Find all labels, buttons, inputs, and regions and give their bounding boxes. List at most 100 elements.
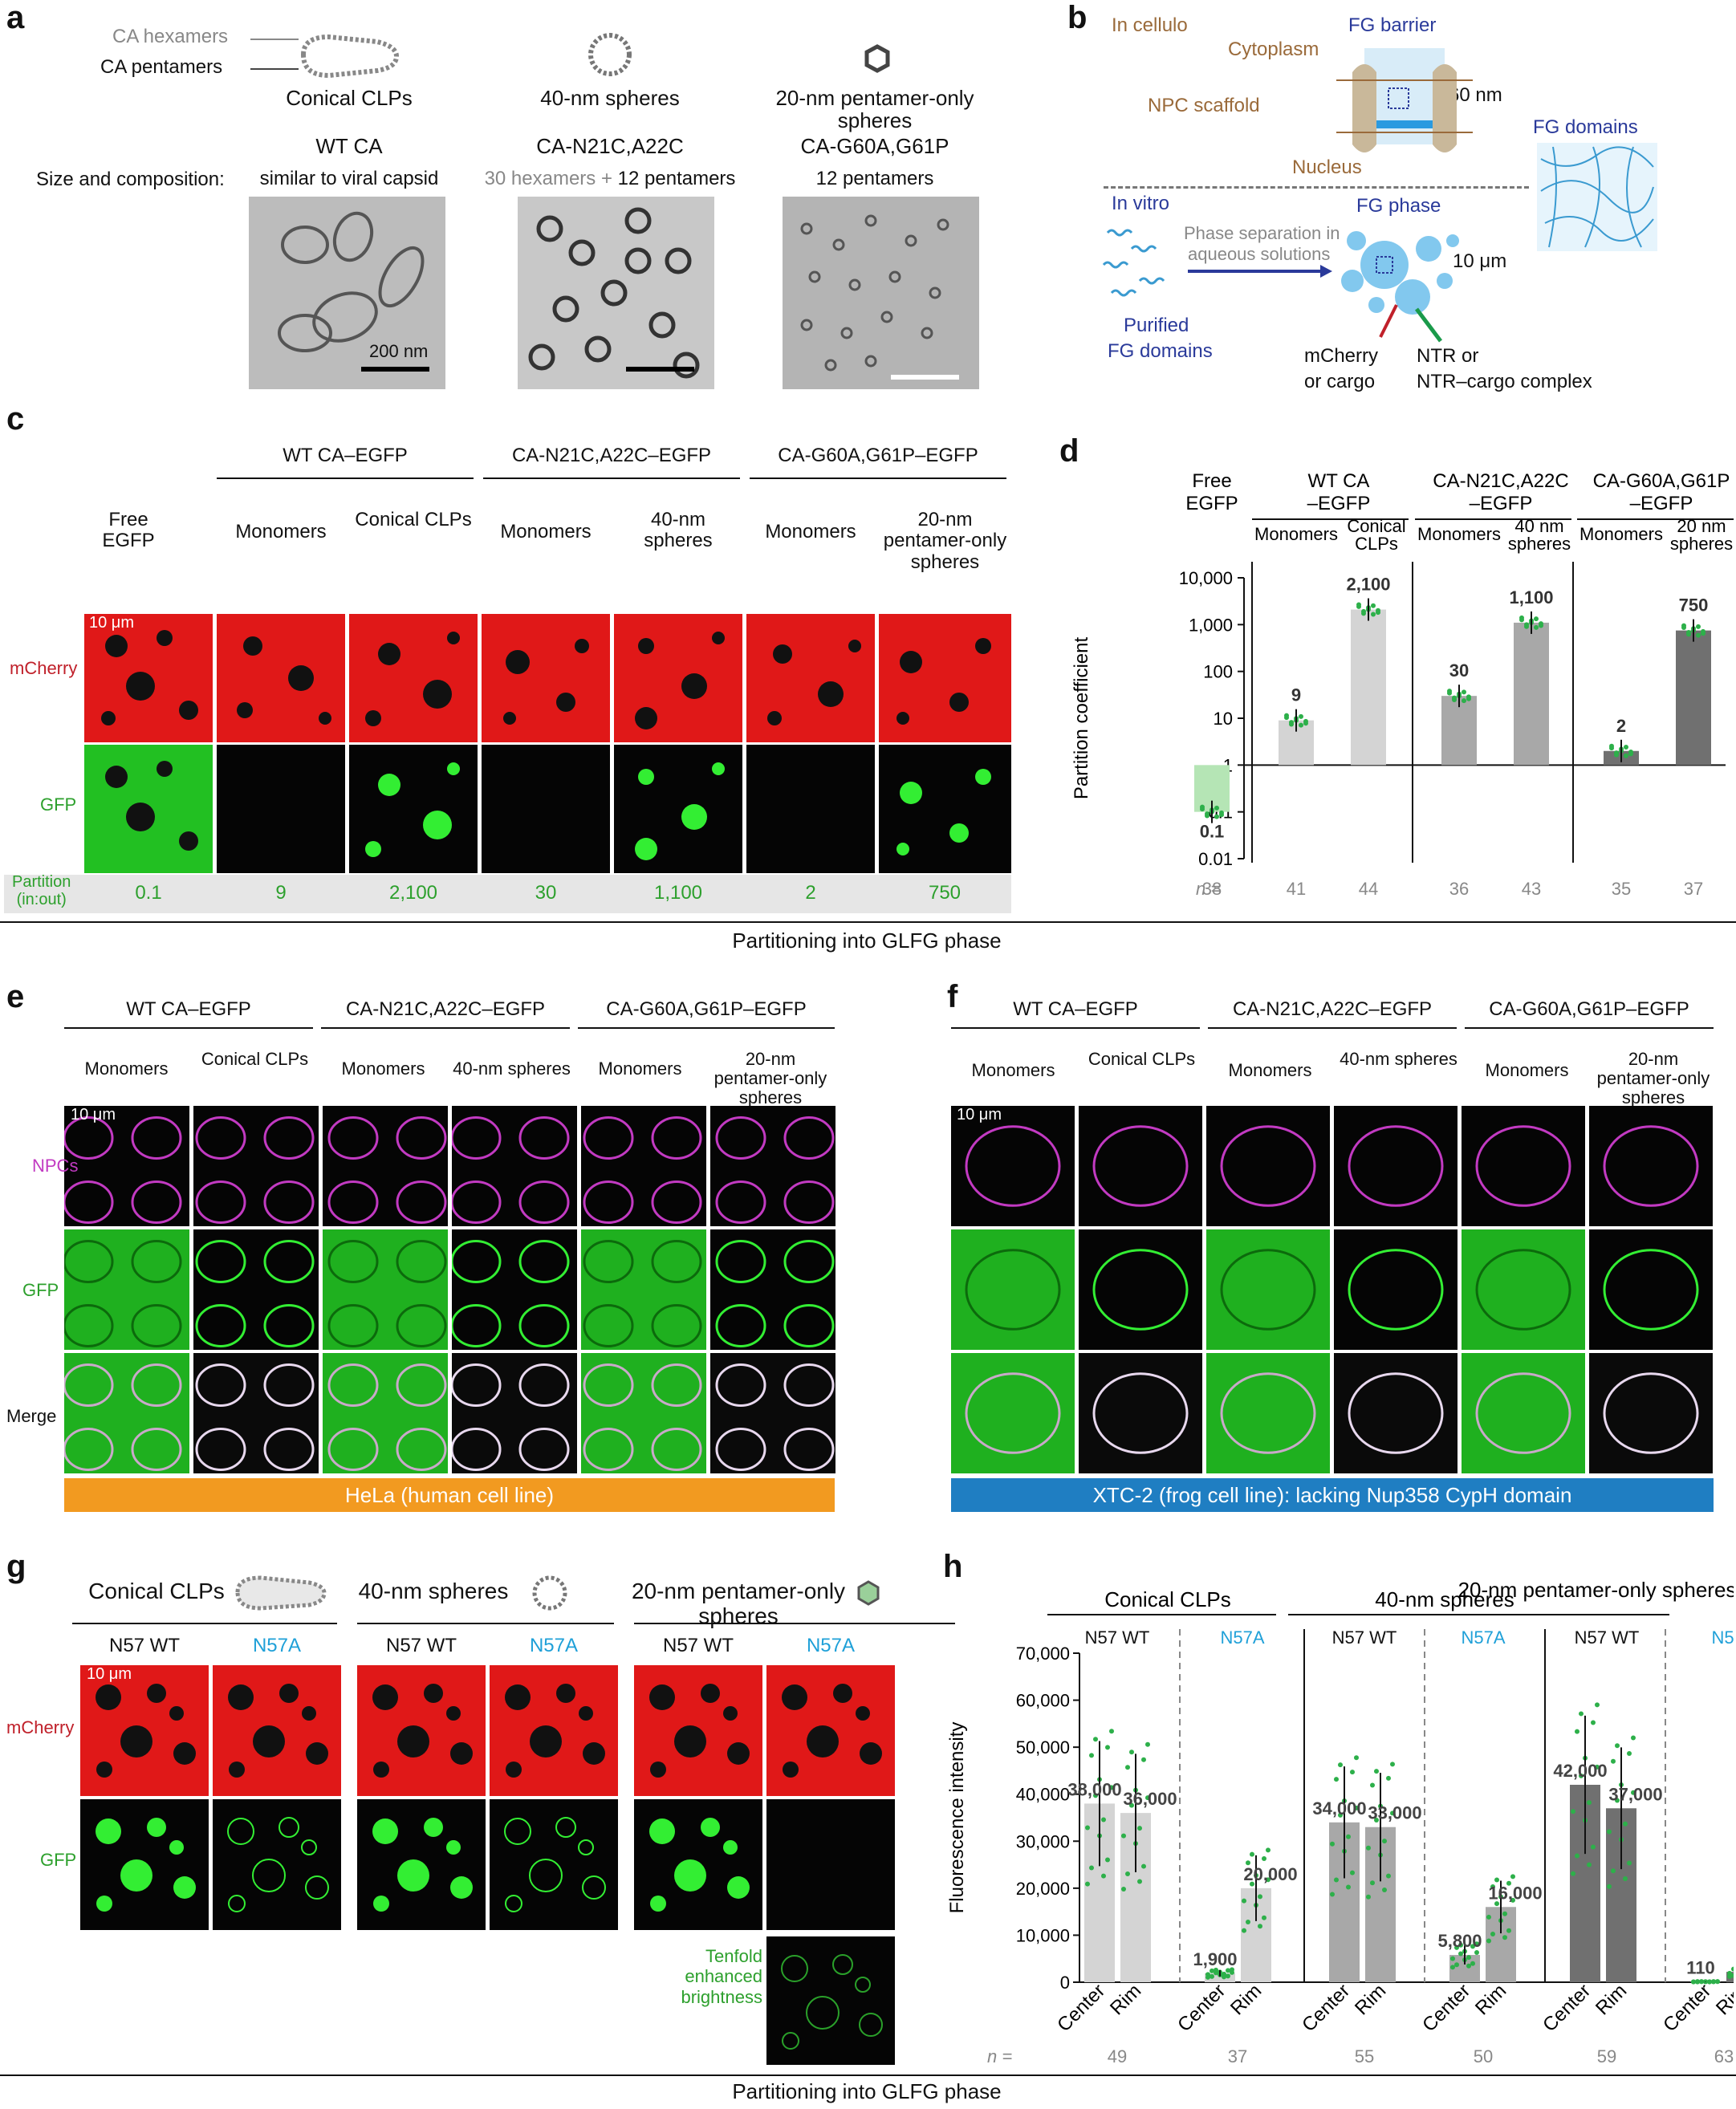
h-point bbox=[1226, 1968, 1230, 1973]
h-y-tick-label: 10,000 bbox=[1016, 1925, 1070, 1945]
d-point bbox=[1462, 698, 1466, 704]
spheres-40-title: 40-nm spheres bbox=[540, 86, 680, 110]
h-point bbox=[1510, 1874, 1515, 1879]
micrograph-cell bbox=[193, 1229, 319, 1350]
wt-desc: similar to viral capsid bbox=[259, 168, 439, 189]
h-point bbox=[1246, 1920, 1250, 1925]
e-col-0: Monomers bbox=[84, 1059, 169, 1079]
panel-label-g: g bbox=[6, 1549, 26, 1584]
h-point bbox=[1382, 1839, 1387, 1844]
fg-droplets bbox=[1341, 231, 1459, 315]
micrograph-cell bbox=[1206, 1353, 1330, 1473]
h-point bbox=[1334, 1777, 1339, 1782]
g-group-2: 20-nm pentamer-only spheres bbox=[631, 1579, 846, 1628]
d-group-header-2: –EGFP bbox=[1470, 493, 1533, 514]
h-point bbox=[1386, 1873, 1391, 1879]
micrograph-cell bbox=[323, 1353, 448, 1473]
micrograph-cell bbox=[63, 1353, 189, 1473]
cytoplasm-label: Cytoplasm bbox=[1228, 39, 1319, 60]
ntr-1: NTR or bbox=[1417, 345, 1479, 367]
c-col-2: Conical CLPs bbox=[355, 509, 472, 530]
d-group-header-2: –EGFP bbox=[1630, 493, 1693, 514]
micrograph-cell bbox=[450, 1106, 577, 1226]
h-point bbox=[1105, 1745, 1110, 1750]
h-n-value: 63 bbox=[1714, 2046, 1734, 2066]
h-group-header: 20-nm pentamer-only spheres bbox=[1458, 1578, 1734, 1602]
h-point bbox=[1210, 1968, 1214, 1973]
d-bar bbox=[1676, 630, 1711, 766]
h-group-header: 40-nm spheres bbox=[1375, 1587, 1514, 1611]
d-point bbox=[1539, 623, 1543, 628]
micrograph-cell bbox=[1079, 1229, 1202, 1350]
d-point bbox=[1534, 624, 1539, 630]
d-n-value: 41 bbox=[1287, 879, 1306, 899]
h-point bbox=[1121, 1887, 1126, 1892]
h-n-value: 59 bbox=[1597, 2046, 1616, 2066]
h-point bbox=[1089, 1865, 1094, 1871]
d-n-value: 35 bbox=[1612, 879, 1631, 899]
h-point bbox=[1607, 1829, 1612, 1835]
h-point bbox=[1145, 1741, 1150, 1747]
h-y-tick-label: 50,000 bbox=[1016, 1737, 1070, 1758]
h-point bbox=[1595, 1702, 1600, 1708]
spheres-20-title-2: spheres bbox=[837, 108, 913, 132]
micrograph-cell bbox=[1589, 1353, 1713, 1473]
h-point bbox=[1579, 1773, 1584, 1778]
e-row-npcs: NPCs bbox=[32, 1156, 79, 1176]
h-point bbox=[1109, 1729, 1114, 1734]
h-point bbox=[1623, 1876, 1628, 1882]
h-point bbox=[1470, 1944, 1475, 1949]
d-subcategory: 20 nm bbox=[1677, 516, 1726, 536]
d-subcategory: Monomers bbox=[1254, 524, 1338, 544]
h-point bbox=[1210, 1973, 1214, 1979]
h-point bbox=[1258, 1894, 1262, 1900]
h-x-label: Center bbox=[1173, 1980, 1230, 2036]
partition-value: 2 bbox=[805, 882, 816, 904]
e-col-5: 20-nm pentamer-only spheres bbox=[714, 1049, 827, 1108]
micrograph-cell bbox=[323, 1229, 448, 1350]
d-point bbox=[1205, 813, 1210, 819]
h-n-value: 50 bbox=[1474, 2046, 1493, 2066]
h-value-label: 37,000 bbox=[1608, 1784, 1662, 1804]
h-point bbox=[1454, 1944, 1459, 1950]
h-point bbox=[1611, 1868, 1616, 1874]
g-tenfold-label: Tenfold enhanced brightness bbox=[681, 1946, 762, 2007]
g-scalebar: 10 μm bbox=[87, 1665, 132, 1683]
d-point bbox=[1624, 753, 1628, 758]
d-bar bbox=[1441, 696, 1477, 766]
h-point bbox=[1250, 1851, 1254, 1857]
h-point bbox=[1125, 1765, 1130, 1770]
phase-sep-1: Phase separation in bbox=[1184, 223, 1340, 243]
h-point bbox=[1262, 1855, 1266, 1861]
fg-barrier-label: FG barrier bbox=[1348, 14, 1437, 36]
micrograph-cell bbox=[710, 1229, 835, 1350]
f-col-4: Monomers bbox=[1485, 1060, 1569, 1080]
d-point bbox=[1376, 610, 1380, 616]
g-micrograph-cell bbox=[213, 1665, 341, 1796]
h-point bbox=[1258, 1924, 1262, 1929]
h-point bbox=[1214, 1967, 1218, 1973]
h-point bbox=[1587, 1862, 1592, 1867]
micrograph-cell bbox=[710, 1106, 835, 1226]
g60a-desc: 12 pentamers bbox=[815, 168, 934, 189]
g-col-1: N57A bbox=[252, 1635, 302, 1656]
h-x-label: Rim bbox=[1106, 1980, 1145, 2019]
c-group-g60a: CA-G60A,G61P–EGFP bbox=[778, 445, 978, 466]
panel-label-b: b bbox=[1067, 0, 1088, 35]
mcherry-cargo-1: mCherry bbox=[1304, 345, 1379, 367]
h-point bbox=[1246, 1860, 1250, 1866]
f-group-n21c: CA-N21C,A22C–EGFP bbox=[1232, 998, 1433, 1020]
g-row-mcherry: mCherry bbox=[6, 1717, 75, 1737]
h-bar bbox=[1205, 1973, 1235, 1982]
micrograph-cell bbox=[951, 1353, 1075, 1473]
h-point bbox=[1334, 1877, 1339, 1883]
h-point bbox=[1458, 1951, 1463, 1957]
h-point bbox=[1374, 1818, 1379, 1823]
d-point bbox=[1696, 624, 1701, 629]
d-group-header: CA-G60A,G61P bbox=[1593, 470, 1730, 492]
h-point bbox=[1129, 1749, 1134, 1755]
h-point bbox=[1266, 1877, 1270, 1883]
c-partition-label: Partition (in:out) bbox=[12, 873, 71, 908]
g-micrograph-cell bbox=[80, 1799, 209, 1930]
